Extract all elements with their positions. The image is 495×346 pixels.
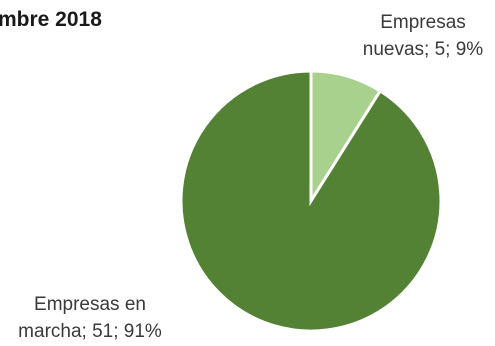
chart-title: mbre 2018 [0, 8, 102, 31]
data-label-0: Empresas nuevas; 5; 9% [363, 12, 484, 60]
data-labels: Empresas nuevas; 5; 9% Empresas en marcha; … [18, 12, 483, 342]
data-label-0-line-0: Empresas [380, 12, 466, 33]
data-label-0-line-1: nuevas; 5; 9% [363, 39, 484, 60]
data-label-1-line-0: Empresas en [34, 294, 146, 315]
data-label-1: Empresas en marcha; 51; 91% [18, 294, 162, 342]
pie-slices [179, 69, 443, 333]
data-label-1-line-1: marcha; 51; 91% [18, 321, 162, 342]
pie-slice-1 [179, 69, 443, 333]
